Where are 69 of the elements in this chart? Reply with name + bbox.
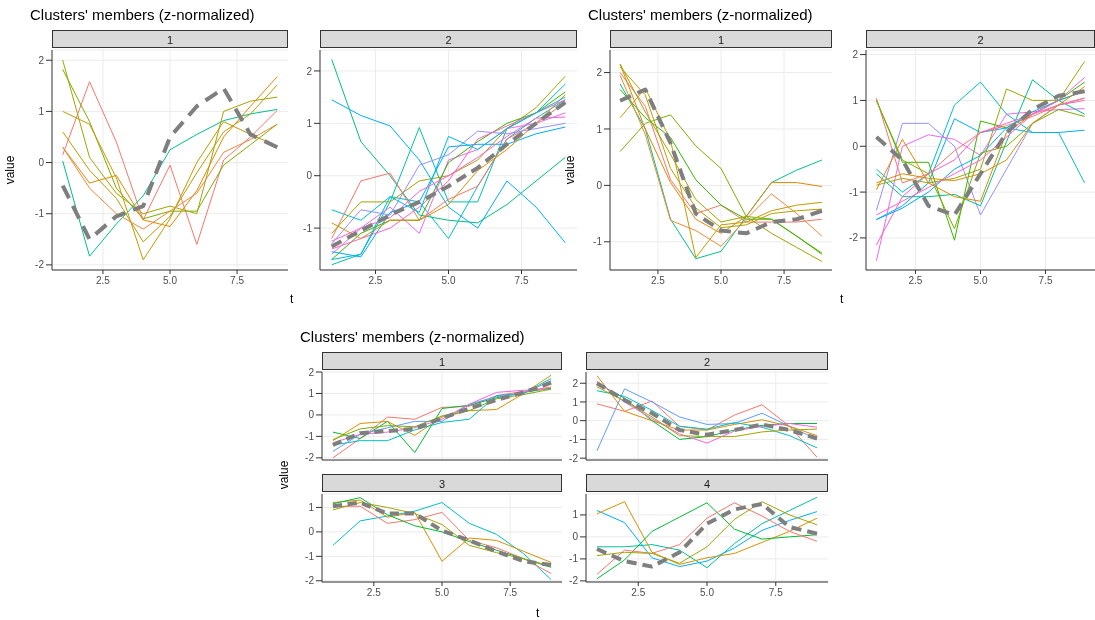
y-tick-label: -1 bbox=[303, 222, 313, 234]
x-axis-title: t bbox=[290, 292, 294, 306]
x-tick-label: 5.0 bbox=[973, 275, 988, 286]
y-tick-label: 0 bbox=[596, 179, 603, 191]
y-tick-label: 0 bbox=[572, 415, 579, 427]
x-tick-label: 2.5 bbox=[96, 275, 111, 286]
chart-subtitle: 2 bbox=[866, 30, 1095, 48]
y-tick-label: -1 bbox=[35, 208, 45, 220]
chart-subtitle: 1 bbox=[322, 352, 562, 370]
y-tick-label: -1 bbox=[849, 186, 859, 198]
y-tick-label: -1 bbox=[593, 236, 603, 248]
x-tick-label: 7.5 bbox=[514, 275, 529, 286]
x-axis-title: t bbox=[536, 606, 540, 620]
y-tick-label: 0 bbox=[572, 531, 579, 543]
y-tick-label: 2 bbox=[572, 377, 579, 389]
x-tick-label: 7.5 bbox=[768, 587, 784, 598]
x-tick-label: 2.5 bbox=[366, 587, 382, 598]
y-tick-label: 0 bbox=[38, 157, 45, 169]
x-tick-label: 7.5 bbox=[777, 275, 792, 286]
y-axis-title: value bbox=[277, 460, 291, 490]
y-tick-label: 1 bbox=[308, 501, 315, 513]
x-tick-label: 7.5 bbox=[230, 275, 245, 286]
y-tick-label: 2 bbox=[852, 49, 859, 61]
y-tick-label: -1 bbox=[305, 550, 315, 562]
chart-subtitle: 1 bbox=[610, 30, 832, 48]
y-tick-label: 1 bbox=[38, 105, 45, 117]
x-tick-label: 2.5 bbox=[650, 275, 666, 286]
chart-subtitle: 3 bbox=[322, 474, 562, 492]
x-axis-title: t bbox=[840, 292, 844, 306]
y-tick-label: 2 bbox=[306, 65, 313, 77]
y-tick-label: -2 bbox=[569, 575, 579, 587]
y-axis-title: value bbox=[3, 155, 17, 185]
y-tick-label: 0 bbox=[308, 526, 315, 538]
x-tick-label: 7.5 bbox=[503, 587, 518, 598]
y-tick-label: -1 bbox=[305, 430, 315, 442]
y-tick-label: -2 bbox=[305, 575, 315, 587]
x-tick-label: 2.5 bbox=[368, 275, 383, 286]
y-tick-label: 1 bbox=[596, 123, 603, 135]
y-axis-title: value bbox=[563, 155, 577, 185]
y-tick-label: -2 bbox=[305, 452, 315, 464]
y-tick-label: 2 bbox=[308, 366, 315, 378]
x-tick-label: 2.5 bbox=[908, 275, 923, 286]
y-tick-label: -1 bbox=[569, 553, 579, 565]
x-tick-label: 5.0 bbox=[700, 587, 715, 598]
y-tick-label: 1 bbox=[308, 388, 315, 400]
y-tick-label: 1 bbox=[572, 396, 579, 408]
y-tick-label: 2 bbox=[38, 54, 45, 66]
y-tick-label: 1 bbox=[572, 509, 579, 521]
y-tick-label: 0 bbox=[306, 170, 313, 182]
x-tick-label: 5.0 bbox=[163, 275, 178, 286]
y-tick-label: 0 bbox=[308, 409, 315, 421]
x-tick-label: 5.0 bbox=[441, 275, 456, 286]
y-tick-label: 0 bbox=[852, 140, 859, 152]
x-tick-label: 7.5 bbox=[1038, 275, 1053, 286]
x-tick-label: 5.0 bbox=[714, 275, 729, 286]
y-tick-label: 2 bbox=[596, 67, 603, 79]
x-tick-label: 2.5 bbox=[631, 587, 646, 598]
y-tick-label: 1 bbox=[306, 117, 313, 129]
y-tick-label: -1 bbox=[569, 433, 579, 445]
y-tick-label: -2 bbox=[35, 259, 45, 271]
y-tick-label: -2 bbox=[849, 232, 859, 244]
x-tick-label: 5.0 bbox=[435, 587, 450, 598]
chart-title: Clusters' members (z-normalized) bbox=[30, 6, 255, 23]
chart-title: Clusters' members (z-normalized) bbox=[300, 328, 525, 345]
y-tick-label: -2 bbox=[569, 452, 579, 464]
chart-subtitle: 1 bbox=[52, 30, 288, 48]
chart-title: Clusters' members (z-normalized) bbox=[588, 6, 813, 23]
y-tick-label: 1 bbox=[852, 94, 859, 106]
chart-subtitle: 4 bbox=[586, 474, 828, 492]
